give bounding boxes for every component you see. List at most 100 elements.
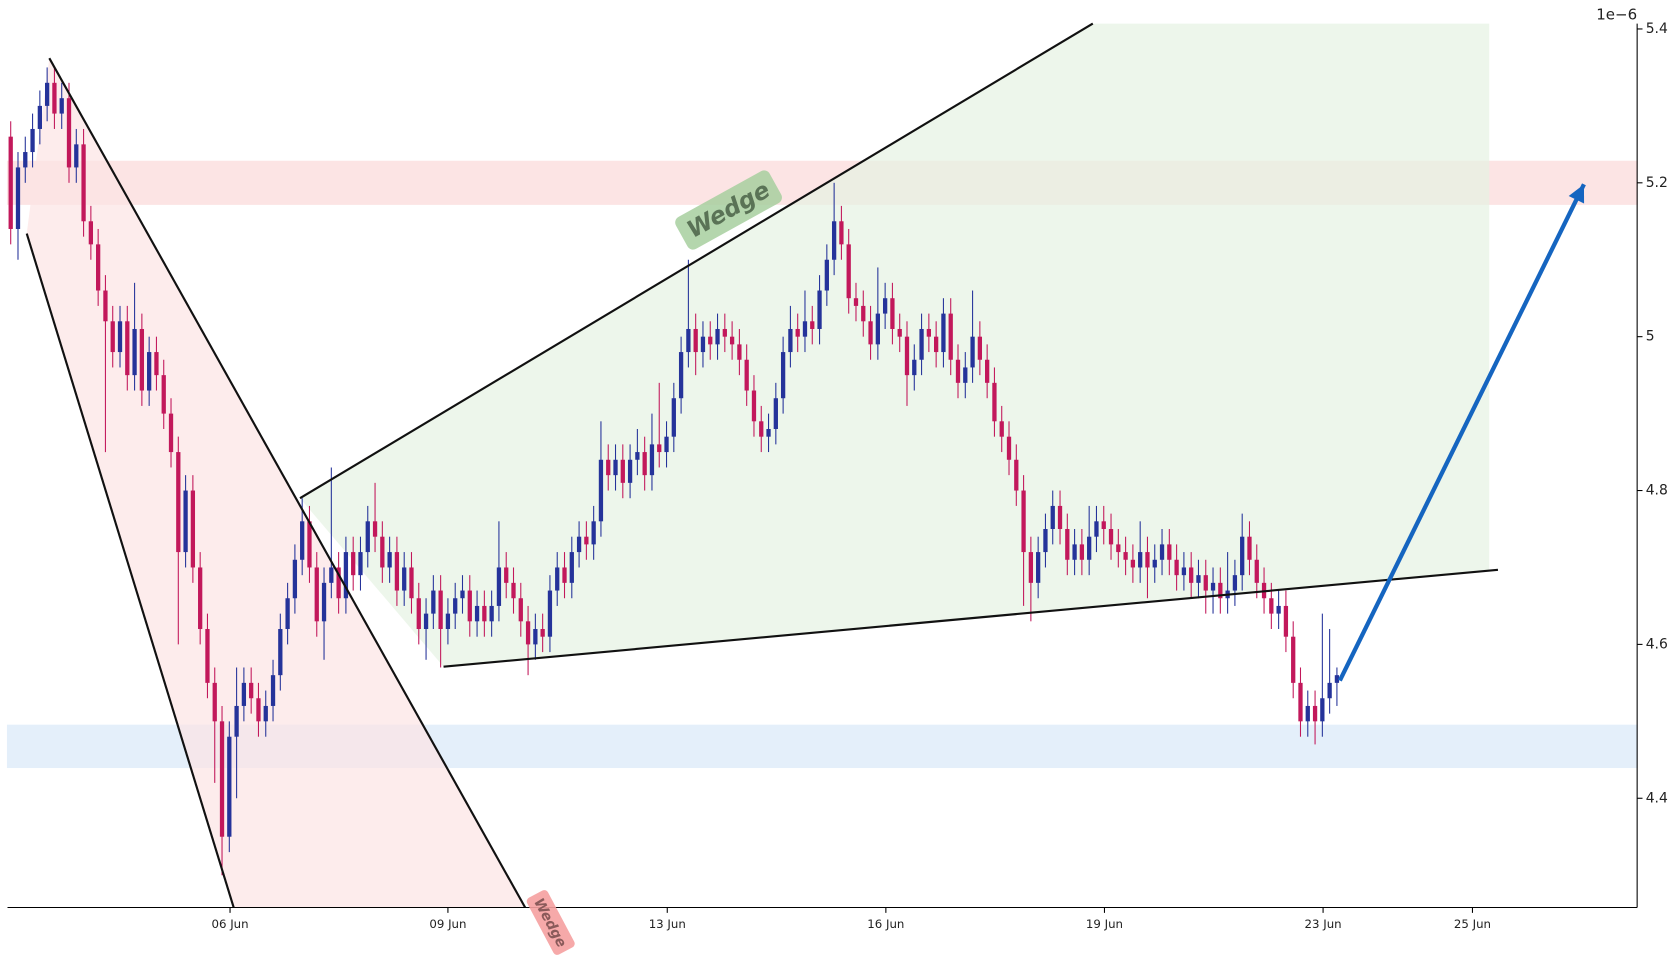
candle-body: [1247, 536, 1252, 560]
candle-body: [1087, 536, 1092, 560]
candle-body: [147, 352, 152, 391]
candle-body: [117, 321, 123, 353]
x-tick-label: 19 Jun: [1086, 917, 1123, 931]
candle-body: [1116, 544, 1121, 553]
candle-body: [569, 552, 574, 583]
candle-body: [649, 444, 655, 476]
candle-body: [431, 590, 436, 614]
candle-body: [547, 590, 553, 637]
candle-body: [1021, 490, 1026, 553]
candle-body: [511, 582, 516, 599]
candle-body: [278, 629, 283, 676]
candle-body: [372, 521, 378, 537]
candle-body: [1254, 559, 1259, 583]
candle-body: [525, 621, 531, 645]
label-box: [526, 890, 575, 955]
candle-body: [23, 152, 28, 168]
candle-body: [453, 598, 458, 614]
candle-body: [620, 459, 625, 483]
candle-body: [1065, 529, 1070, 560]
candle-body: [59, 98, 64, 114]
candle-body: [183, 490, 188, 553]
candle-body: [970, 336, 975, 368]
x-tick-label: 13 Jun: [649, 917, 686, 931]
y-tick-label: 4.6: [1646, 636, 1668, 652]
candle-body: [74, 144, 79, 168]
candle-body: [671, 398, 676, 437]
candle-body: [110, 321, 115, 353]
candle-body: [861, 305, 866, 322]
x-tick-label: 09 Jun: [429, 917, 466, 931]
candle-body: [8, 136, 13, 229]
candle-body: [270, 675, 276, 706]
candle-body: [402, 567, 407, 591]
candle-body: [868, 321, 873, 345]
x-tick-label: 23 Jun: [1305, 917, 1342, 931]
candle-body: [292, 559, 298, 599]
candle-body: [904, 336, 910, 376]
wedge-label: Wedge: [526, 890, 575, 955]
candle-body: [977, 336, 983, 360]
candle-body: [766, 428, 771, 437]
candle-body: [343, 552, 349, 599]
candle-body: [831, 221, 837, 260]
candle-body: [817, 290, 822, 329]
candle-body: [802, 321, 808, 337]
candle-body: [555, 567, 560, 591]
candle-body: [759, 421, 764, 437]
candle-body: [132, 328, 137, 376]
candle-body: [890, 298, 895, 329]
candle-body: [1298, 682, 1303, 722]
candle-body: [329, 567, 334, 583]
candle-body: [1123, 552, 1128, 560]
x-tick-label: 16 Jun: [867, 917, 904, 931]
y-tick-label: 5.4: [1646, 21, 1668, 37]
candle-body: [387, 552, 392, 568]
candle-body: [1152, 559, 1157, 568]
candle-body: [438, 590, 443, 630]
candle-body: [780, 352, 786, 399]
candle-body: [926, 328, 931, 337]
candle-body: [751, 390, 757, 422]
candle-body: [1283, 605, 1289, 637]
candle-body: [205, 629, 210, 683]
candle-body: [307, 521, 312, 568]
candle-body: [591, 521, 596, 545]
candle-body: [423, 613, 429, 630]
candle-body: [948, 313, 953, 360]
candle-body: [1028, 552, 1034, 583]
y-tick-label: 5.2: [1646, 175, 1668, 191]
candle-body: [635, 452, 640, 460]
candle-body: [919, 328, 924, 360]
candle-body: [467, 590, 472, 622]
candle-body: [934, 336, 939, 353]
candle-body: [613, 459, 618, 476]
y-tick-label: 5: [1646, 329, 1655, 345]
candle-body: [1072, 544, 1077, 560]
candle-body: [533, 629, 538, 645]
candle-body: [285, 598, 290, 630]
candle-body: [1145, 552, 1150, 568]
candle-body: [912, 359, 917, 376]
candle-body: [1196, 575, 1201, 583]
candle-body: [1036, 552, 1041, 583]
candle-body: [1312, 705, 1318, 722]
candle-body: [882, 298, 888, 314]
candle-body: [168, 413, 174, 453]
candle-body: [1305, 705, 1310, 722]
candle-body: [161, 375, 166, 414]
candle-body: [1210, 582, 1216, 591]
candle-body: [708, 336, 713, 345]
candle-body: [999, 421, 1004, 437]
candle-body: [722, 328, 727, 337]
candle-body: [30, 128, 35, 153]
candle-body: [1159, 544, 1165, 560]
candle-body: [139, 328, 145, 391]
candle-body: [380, 536, 385, 568]
candle-body: [795, 328, 800, 337]
candle-body: [1320, 698, 1325, 722]
candle-body: [263, 705, 268, 722]
candle-body: [810, 321, 815, 329]
candle-body: [744, 359, 749, 391]
candle-body: [1094, 521, 1099, 537]
